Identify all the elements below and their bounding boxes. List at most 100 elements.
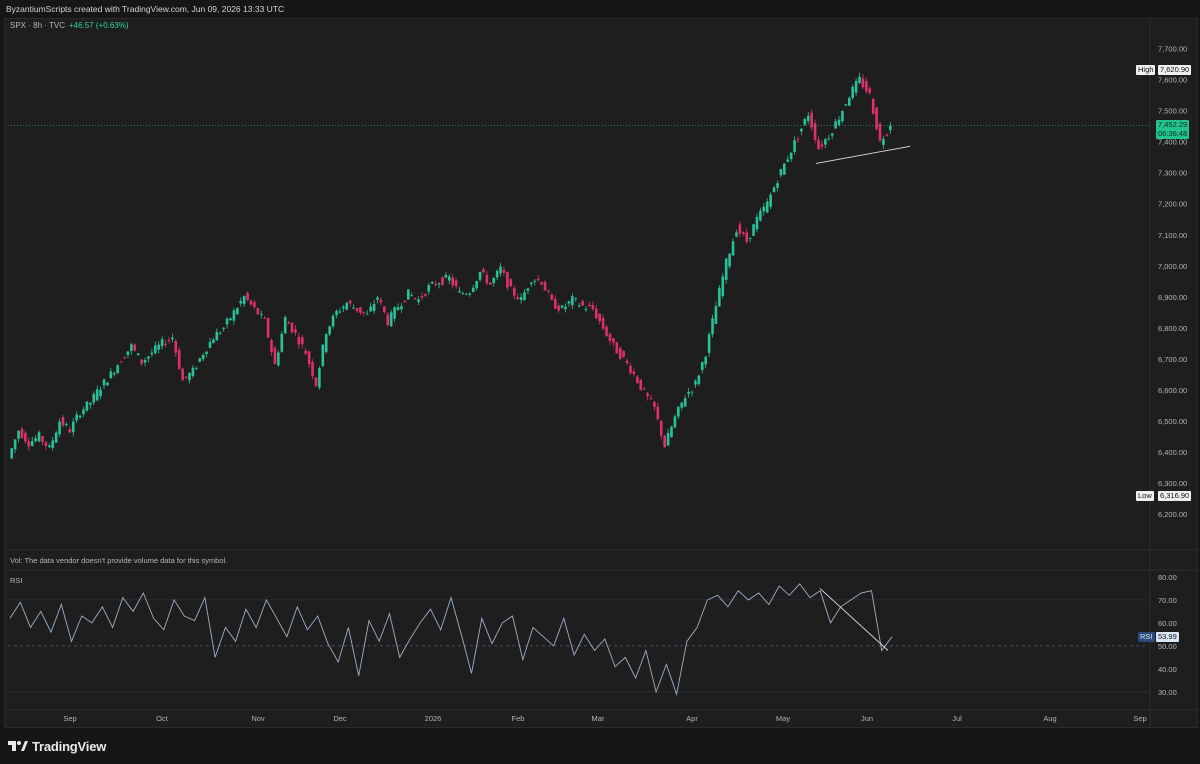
candle-body bbox=[564, 306, 567, 310]
candle-body bbox=[406, 289, 410, 300]
candle-body bbox=[430, 282, 434, 284]
price-tick-label: 7,700.00 bbox=[1158, 45, 1187, 54]
candle-body bbox=[177, 350, 181, 370]
candle-body bbox=[574, 298, 578, 300]
candle-body bbox=[280, 333, 284, 352]
candle-body bbox=[283, 317, 287, 334]
candle-body bbox=[58, 421, 61, 435]
candle-body bbox=[649, 398, 653, 400]
candle-body bbox=[153, 345, 157, 354]
candle-body bbox=[694, 380, 697, 385]
candle-body bbox=[612, 338, 615, 343]
candle-body bbox=[557, 305, 560, 311]
candle-body bbox=[581, 300, 584, 306]
volume-note: Vol: The data vendor doesn't provide vol… bbox=[10, 556, 228, 565]
price-tick-label: 6,200.00 bbox=[1158, 510, 1187, 519]
candle-body bbox=[728, 253, 731, 267]
candle-body bbox=[687, 392, 690, 395]
candle-body bbox=[75, 414, 78, 421]
candle-body bbox=[143, 359, 147, 363]
candle-body bbox=[307, 351, 311, 365]
time-tick-label: Oct bbox=[156, 714, 169, 723]
candle-body bbox=[273, 347, 277, 365]
candle-body bbox=[714, 306, 718, 324]
candle-body bbox=[553, 298, 557, 309]
brand-logo[interactable]: TradingView bbox=[8, 738, 106, 754]
candle-body bbox=[300, 337, 304, 345]
candle-body bbox=[536, 278, 540, 281]
candle-body bbox=[222, 327, 225, 329]
candle-body bbox=[786, 159, 790, 162]
rsi-tag: RSI bbox=[1138, 632, 1155, 642]
candle-body bbox=[594, 308, 598, 319]
low-price-label: 6,316.90 bbox=[1158, 491, 1192, 501]
price-tick-label: 6,500.00 bbox=[1158, 417, 1187, 426]
candle-body bbox=[865, 80, 868, 92]
rsi-series bbox=[9, 583, 893, 696]
rsi-title[interactable]: RSI bbox=[10, 576, 23, 585]
candle-body bbox=[335, 310, 338, 316]
candle-body bbox=[61, 416, 65, 426]
rsi-line bbox=[9, 583, 893, 696]
candle-body bbox=[208, 341, 212, 348]
candle-body bbox=[636, 376, 639, 383]
trend-line bbox=[815, 145, 911, 164]
candle-body bbox=[420, 296, 424, 298]
rsi-tick-label: 70.00 bbox=[1158, 596, 1177, 605]
price-tick-label: 6,900.00 bbox=[1158, 293, 1187, 302]
candle-body bbox=[447, 276, 451, 281]
candle-body bbox=[54, 432, 58, 443]
candle-body bbox=[106, 382, 109, 386]
candle-body bbox=[167, 339, 171, 341]
candle-body bbox=[246, 292, 249, 300]
candle-body bbox=[218, 332, 222, 334]
candle-body bbox=[256, 308, 260, 315]
candle-body bbox=[670, 426, 673, 438]
candle-body bbox=[51, 440, 55, 448]
candle-body bbox=[673, 416, 677, 428]
candle-body bbox=[263, 317, 266, 319]
candle-body bbox=[704, 356, 707, 365]
candle-body bbox=[71, 421, 75, 433]
time-tick-label: Jul bbox=[952, 714, 962, 723]
candle-body bbox=[181, 368, 184, 381]
candle-body bbox=[523, 292, 526, 301]
candle-body bbox=[779, 169, 783, 176]
candle-body bbox=[13, 439, 17, 450]
candle-body bbox=[817, 139, 820, 149]
candle-body bbox=[550, 294, 554, 300]
candle-body bbox=[78, 415, 82, 418]
candle-body bbox=[475, 281, 478, 289]
rsi-tick-label: 60.00 bbox=[1158, 619, 1177, 628]
candle-body bbox=[495, 270, 499, 278]
candle-body bbox=[547, 290, 550, 292]
candle-body bbox=[102, 379, 106, 386]
candle-body bbox=[321, 344, 325, 366]
candle-body bbox=[109, 371, 113, 379]
candle-body bbox=[311, 362, 314, 377]
chart-panel[interactable] bbox=[4, 18, 1198, 728]
candle-body bbox=[803, 118, 807, 125]
candle-body bbox=[680, 402, 684, 408]
candle-body bbox=[17, 430, 20, 439]
symbol-info[interactable]: SPX · 8h · TVC bbox=[10, 21, 65, 30]
candle-body bbox=[878, 123, 882, 141]
candle-body bbox=[30, 441, 34, 446]
time-tick-label: Jun bbox=[861, 714, 873, 723]
candle-body bbox=[133, 344, 137, 351]
candle-body bbox=[48, 445, 51, 447]
rsi-tick-label: 30.00 bbox=[1158, 688, 1177, 697]
candle-body bbox=[820, 144, 824, 147]
candle-body bbox=[731, 241, 735, 256]
candle-body bbox=[738, 224, 742, 234]
grid-lines bbox=[4, 18, 1198, 728]
candle-body bbox=[465, 293, 468, 295]
candle-body bbox=[697, 375, 701, 385]
symbol-legend[interactable]: SPX · 8h · TVC +46.57 (+0.63%) bbox=[10, 21, 129, 30]
candle-body bbox=[34, 438, 37, 442]
candle-body bbox=[201, 354, 205, 359]
high-price-label: 7,620.90 bbox=[1158, 65, 1192, 75]
price-change: +46.57 (+0.63%) bbox=[68, 21, 129, 30]
price-tick-label: 7,200.00 bbox=[1158, 200, 1187, 209]
